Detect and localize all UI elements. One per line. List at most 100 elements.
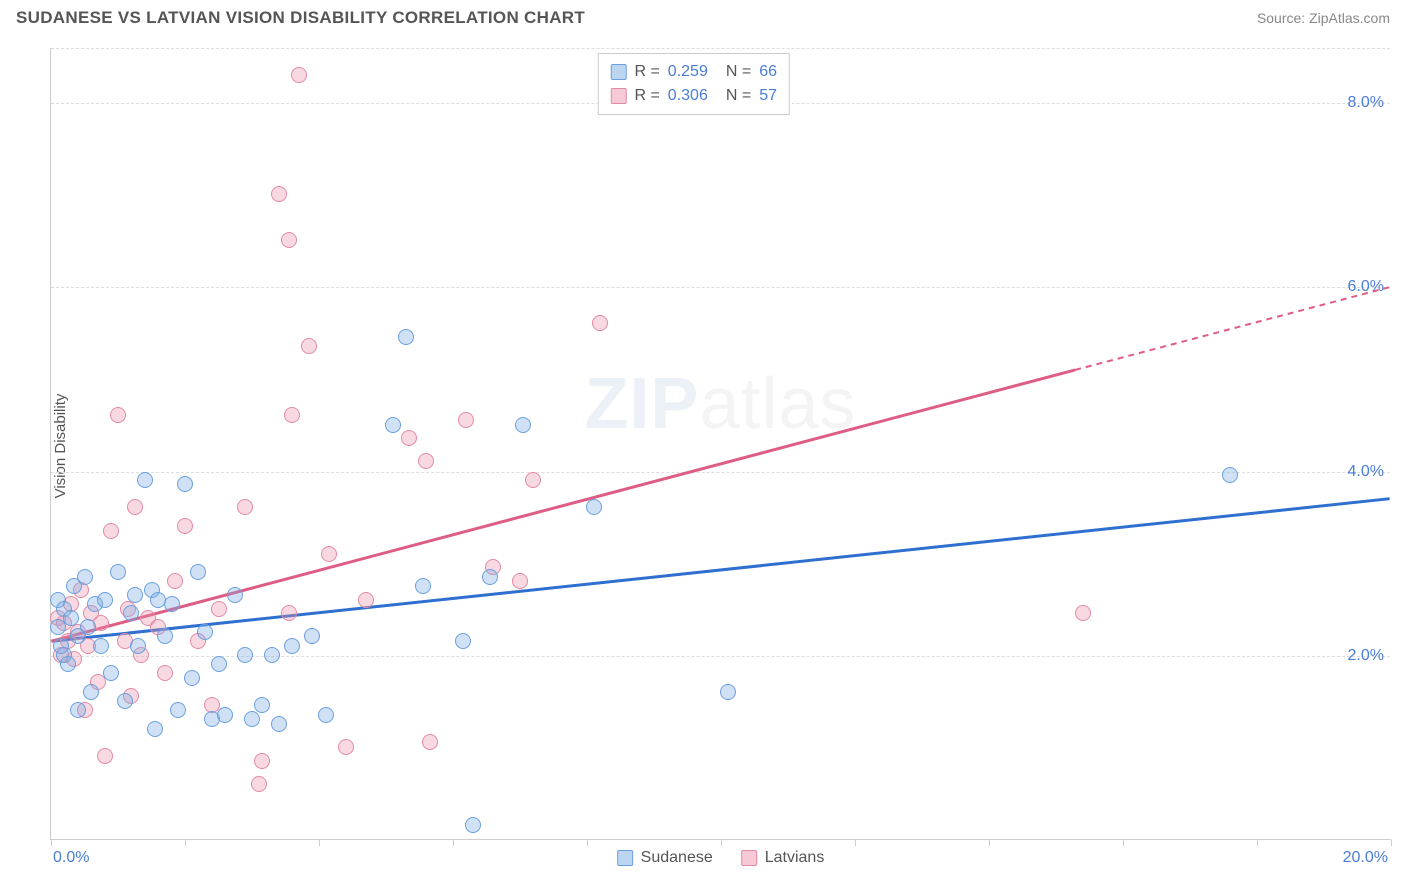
data-point — [318, 707, 334, 723]
data-point — [110, 564, 126, 580]
data-point — [127, 499, 143, 515]
data-point — [418, 453, 434, 469]
legend-n-value-latvians: 57 — [759, 84, 777, 108]
data-point — [164, 596, 180, 612]
data-point — [525, 472, 541, 488]
x-tick — [1123, 839, 1124, 846]
source-label: Source: ZipAtlas.com — [1257, 10, 1390, 26]
data-point — [211, 656, 227, 672]
data-point — [254, 697, 270, 713]
data-point — [184, 670, 200, 686]
data-point — [170, 702, 186, 718]
data-point — [237, 647, 253, 663]
data-point — [515, 417, 531, 433]
x-tick — [989, 839, 990, 846]
data-point — [157, 665, 173, 681]
watermark: ZIPatlas — [584, 363, 856, 445]
data-point — [190, 564, 206, 580]
data-point — [1222, 467, 1238, 483]
data-point — [130, 638, 146, 654]
gridline — [51, 472, 1390, 473]
data-point — [254, 753, 270, 769]
legend-n-label: N = — [726, 84, 751, 108]
legend-stats: R = 0.259 N = 66 R = 0.306 N = 57 — [597, 53, 790, 115]
x-tick — [51, 839, 52, 846]
legend-item-latvians: Latvians — [741, 849, 825, 867]
x-tick — [453, 839, 454, 846]
legend-series: Sudanese Latvians — [617, 849, 825, 867]
data-point — [123, 605, 139, 621]
data-point — [63, 610, 79, 626]
legend-label-latvians: Latvians — [765, 849, 825, 867]
legend-r-value-latvians: 0.306 — [668, 84, 708, 108]
legend-stats-row-latvians: R = 0.306 N = 57 — [610, 84, 777, 108]
data-point — [177, 518, 193, 534]
data-point — [284, 638, 300, 654]
data-point — [127, 587, 143, 603]
x-tick — [185, 839, 186, 846]
legend-square-latvians — [610, 88, 626, 104]
data-point — [592, 315, 608, 331]
data-point — [1075, 605, 1091, 621]
data-point — [271, 716, 287, 732]
data-point — [80, 619, 96, 635]
data-point — [197, 624, 213, 640]
legend-n-label: N = — [726, 60, 751, 84]
data-point — [70, 702, 86, 718]
data-point — [97, 748, 113, 764]
data-point — [586, 499, 602, 515]
data-point — [271, 186, 287, 202]
data-point — [422, 734, 438, 750]
data-point — [385, 417, 401, 433]
y-tick-label: 2.0% — [1348, 647, 1384, 665]
data-point — [93, 638, 109, 654]
data-point — [227, 587, 243, 603]
x-tick — [721, 839, 722, 846]
x-tick — [587, 839, 588, 846]
legend-item-sudanese: Sudanese — [617, 849, 713, 867]
data-point — [167, 573, 183, 589]
chart-title: SUDANESE VS LATVIAN VISION DISABILITY CO… — [16, 8, 585, 28]
data-point — [401, 430, 417, 446]
data-point — [97, 592, 113, 608]
x-tick — [855, 839, 856, 846]
data-point — [358, 592, 374, 608]
data-point — [398, 329, 414, 345]
watermark-bold: ZIP — [584, 364, 699, 444]
data-point — [281, 232, 297, 248]
data-point — [465, 817, 481, 833]
x-tick — [319, 839, 320, 846]
data-point — [304, 628, 320, 644]
data-point — [321, 546, 337, 562]
y-tick-label: 8.0% — [1348, 94, 1384, 112]
y-tick-label: 6.0% — [1348, 278, 1384, 296]
y-tick-label: 4.0% — [1348, 463, 1384, 481]
chart-plot-area: ZIPatlas 2.0%4.0%6.0%8.0% 0.0% 20.0% R =… — [50, 48, 1390, 840]
legend-r-label: R = — [634, 84, 659, 108]
data-point — [338, 739, 354, 755]
data-point — [512, 573, 528, 589]
legend-n-value-sudanese: 66 — [759, 60, 777, 84]
data-point — [147, 721, 163, 737]
data-point — [284, 407, 300, 423]
legend-r-value-sudanese: 0.259 — [668, 60, 708, 84]
watermark-light: atlas — [699, 364, 856, 444]
x-tick — [1391, 839, 1392, 846]
data-point — [77, 569, 93, 585]
data-point — [237, 499, 253, 515]
data-point — [117, 693, 133, 709]
data-point — [177, 476, 193, 492]
data-point — [458, 412, 474, 428]
data-point — [251, 776, 267, 792]
data-point — [137, 472, 153, 488]
data-point — [157, 628, 173, 644]
legend-square-latvians — [741, 850, 757, 866]
data-point — [60, 656, 76, 672]
data-point — [482, 569, 498, 585]
data-point — [281, 605, 297, 621]
data-point — [720, 684, 736, 700]
legend-label-sudanese: Sudanese — [641, 849, 713, 867]
x-axis-end-label: 20.0% — [1343, 849, 1388, 867]
data-point — [110, 407, 126, 423]
data-point — [211, 601, 227, 617]
